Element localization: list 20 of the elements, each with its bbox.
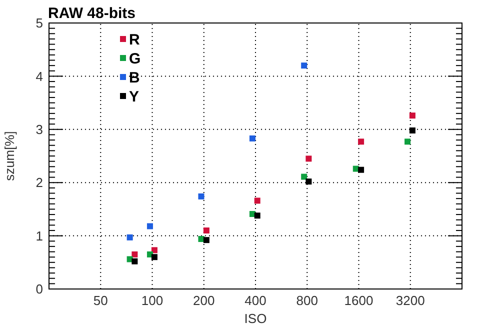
x-tick-label: 1600	[344, 293, 374, 308]
x-tick-label: 100	[141, 293, 164, 308]
x-tick-label: 200	[193, 293, 215, 308]
legend-label: B	[129, 69, 140, 86]
y-tick-label: 5	[36, 16, 43, 31]
x-tick-label: 3200	[396, 293, 425, 308]
legend-label: R	[129, 31, 140, 48]
chart-title: RAW 48-bits	[48, 5, 136, 22]
y-tick-label: 2	[36, 175, 43, 190]
legend-label: G	[129, 50, 141, 68]
y-tick-label: 0	[36, 282, 43, 297]
y-tick-label: 4	[36, 68, 43, 84]
y-tick-label: 3	[36, 122, 43, 137]
x-tick-label: 800	[296, 293, 318, 308]
y-axis-title: szum[%]	[2, 131, 17, 181]
x-axis-title: ISO	[244, 311, 267, 326]
x-tick-label: 50	[93, 293, 108, 308]
legend-label: Y	[129, 88, 140, 106]
y-tick-label: 1	[36, 228, 43, 244]
x-tick-label: 400	[244, 293, 266, 308]
